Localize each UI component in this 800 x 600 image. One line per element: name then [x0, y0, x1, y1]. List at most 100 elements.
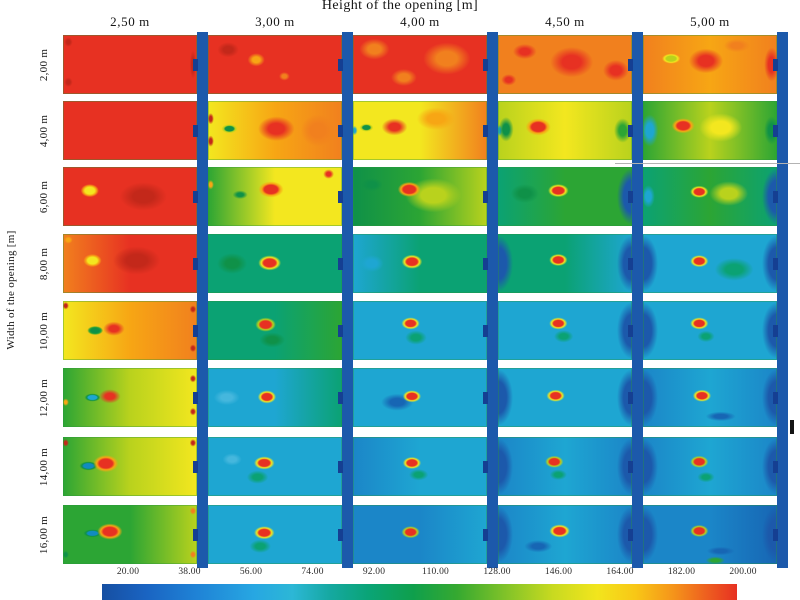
- colorbar-tick-label: 110.00: [422, 567, 449, 577]
- column-header: 3,00 m: [255, 14, 295, 29]
- row-label: 8,00 m: [38, 247, 50, 280]
- separator-notch: [193, 124, 198, 137]
- separator-notch: [193, 460, 198, 473]
- heatmap-panel-r8c3: [353, 505, 487, 564]
- colorbar-tick-label: 74.00: [301, 567, 324, 577]
- column-separator-bar: [342, 32, 353, 568]
- heatmap-panel-r2c3: [353, 101, 487, 160]
- separator-notch: [483, 124, 488, 137]
- colorbar-tick-label: 128.00: [483, 567, 511, 577]
- row-label: 4,00 m: [38, 114, 50, 147]
- row-label: 12,00 m: [38, 378, 50, 417]
- column-separator-bar: [777, 32, 788, 568]
- separator-notch: [628, 391, 633, 404]
- separator-notch: [483, 528, 488, 541]
- separator-notch: [628, 257, 633, 270]
- separator-notch: [628, 460, 633, 473]
- column-header: 2,50 m: [110, 14, 150, 29]
- colorbar: [102, 584, 737, 600]
- scan-artifact-line: [615, 163, 800, 164]
- heatmap-panel-r3c1: [63, 167, 197, 226]
- heatmap-panel-r2c4: [498, 101, 632, 160]
- heatmap-panel-r5c3: [353, 301, 487, 360]
- heatmap-panel-r4c3: [353, 234, 487, 293]
- heatmap-panel-r2c2: [208, 101, 342, 160]
- heatmap-panel-r6c4: [498, 368, 632, 427]
- row-label: 2,00 m: [38, 48, 50, 81]
- separator-notch: [338, 257, 343, 270]
- heatmap-panel-r6c3: [353, 368, 487, 427]
- separator-notch: [773, 190, 778, 203]
- colorbar-tick-label: 20.00: [116, 567, 140, 577]
- right-edge-tick: [790, 420, 794, 434]
- separator-notch: [483, 324, 488, 337]
- separator-notch: [773, 460, 778, 473]
- colorbar-tick-label: 38.00: [178, 567, 201, 577]
- separator-notch: [628, 528, 633, 541]
- separator-notch: [773, 257, 778, 270]
- separator-notch: [773, 528, 778, 541]
- colorbar-tick-label: 200.00: [729, 567, 757, 577]
- heatmap-panel-r8c5: [643, 505, 777, 564]
- separator-notch: [193, 257, 198, 270]
- heatmap-panel-r2c1: [63, 101, 197, 160]
- heatmap-panel-r1c3: [353, 35, 487, 94]
- separator-notch: [338, 460, 343, 473]
- heatmap-panel-r3c5: [643, 167, 777, 226]
- separator-notch: [483, 58, 488, 71]
- heatmap-panel-r5c2: [208, 301, 342, 360]
- separator-notch: [338, 528, 343, 541]
- separator-notch: [338, 391, 343, 404]
- heatmap-panel-r4c2: [208, 234, 342, 293]
- heatmap-panel-r8c2: [208, 505, 342, 564]
- separator-notch: [338, 58, 343, 71]
- heatmap-panel-r5c5: [643, 301, 777, 360]
- heatmap-panel-r4c4: [498, 234, 632, 293]
- heatmap-panel-r7c5: [643, 437, 777, 496]
- separator-notch: [338, 324, 343, 337]
- separator-notch: [773, 124, 778, 137]
- separator-notch: [193, 58, 198, 71]
- heatmap-panel-r4c1: [63, 234, 197, 293]
- heatmap-panel-r1c4: [498, 35, 632, 94]
- separator-notch: [193, 528, 198, 541]
- heatmap-panel-r3c3: [353, 167, 487, 226]
- column-separator-bar: [632, 32, 643, 568]
- separator-notch: [628, 58, 633, 71]
- row-label: 14,00 m: [38, 447, 50, 486]
- colorbar-tick-label: 146.00: [544, 567, 573, 577]
- separator-notch: [628, 124, 633, 137]
- heatmap-panel-r1c1: [63, 35, 197, 94]
- column-header: 4,00 m: [400, 14, 440, 29]
- colorbar-tick-label: 182.00: [667, 567, 696, 577]
- separator-notch: [193, 391, 198, 404]
- separator-notch: [338, 124, 343, 137]
- colorbar-tick-label: 56.00: [239, 567, 263, 577]
- separator-notch: [483, 190, 488, 203]
- separator-notch: [773, 58, 778, 71]
- row-label: 10,00 m: [38, 311, 50, 350]
- separator-notch: [338, 190, 343, 203]
- column-header: 4,50 m: [545, 14, 585, 29]
- heatmap-panel-r7c3: [353, 437, 487, 496]
- heatmap-panel-r7c4: [498, 437, 632, 496]
- heatmap-panel-r1c2: [208, 35, 342, 94]
- column-separator-bar: [487, 32, 498, 568]
- heatmap-panel-r6c2: [208, 368, 342, 427]
- heatmap-panel-r8c1: [63, 505, 197, 564]
- separator-notch: [628, 324, 633, 337]
- heatmap-panel-r5c4: [498, 301, 632, 360]
- heatmap-panel-r8c4: [498, 505, 632, 564]
- heatmap-panel-r3c4: [498, 167, 632, 226]
- row-label: 6,00 m: [38, 180, 50, 213]
- separator-notch: [483, 391, 488, 404]
- separator-notch: [193, 324, 198, 337]
- heatmap-panel-r5c1: [63, 301, 197, 360]
- heatmap-panel-r6c5: [643, 368, 777, 427]
- column-header: 5,00 m: [690, 14, 730, 29]
- heatmap-panel-r2c5: [643, 101, 777, 160]
- separator-notch: [773, 391, 778, 404]
- heatmap-panel-r4c5: [643, 234, 777, 293]
- column-separator-bar: [197, 32, 208, 568]
